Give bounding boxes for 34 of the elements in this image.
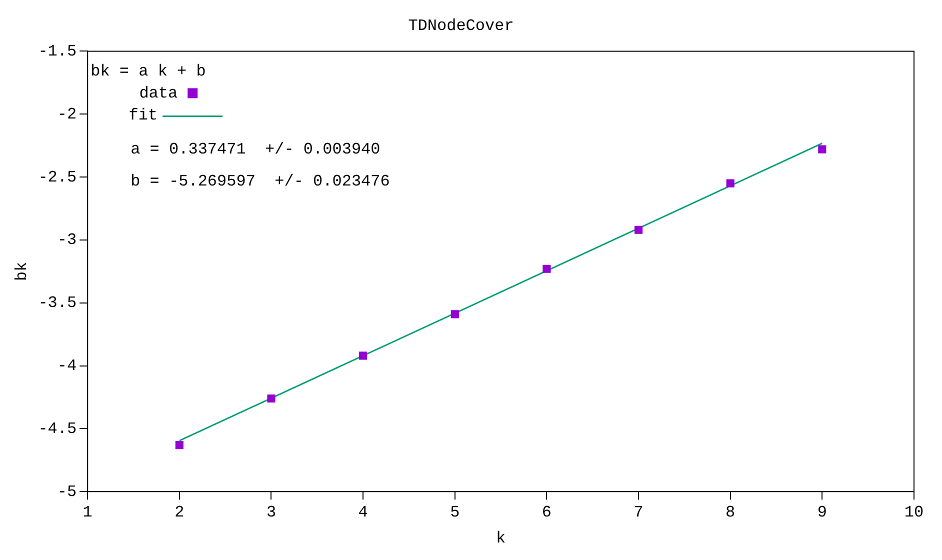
y-tick-label: -5 xyxy=(57,482,77,501)
x-tick-label: 10 xyxy=(904,503,924,522)
point xyxy=(450,310,459,318)
y-tick-label: -4.5 xyxy=(38,420,77,438)
point xyxy=(267,394,276,403)
y-tick-label: -3.5 xyxy=(38,294,77,312)
legend-label: fit xyxy=(128,106,158,124)
legend-label: data xyxy=(139,84,178,102)
point xyxy=(634,226,643,234)
x-tick-label: 6 xyxy=(542,503,552,522)
y-axis-title: bk xyxy=(12,262,31,281)
x-tick-label: 7 xyxy=(634,503,644,522)
x-tick-label: 3 xyxy=(266,503,276,522)
x-tick-label: 5 xyxy=(450,503,460,522)
y-tick-label: -4 xyxy=(57,357,77,376)
y-tick-label: -1.5 xyxy=(38,42,77,60)
chart-title: TDNodeCover xyxy=(408,16,514,35)
point xyxy=(818,145,826,154)
y-tick-label: -3 xyxy=(57,231,77,250)
annotation: b = -5.269597 +/- 0.023476 xyxy=(130,172,390,190)
x-axis-title: k xyxy=(496,530,506,548)
x-tick-label: 2 xyxy=(174,503,184,522)
x-tick-label: 9 xyxy=(817,503,827,522)
point xyxy=(175,441,184,450)
annotation: a = 0.337471 +/- 0.003940 xyxy=(130,140,380,158)
point xyxy=(359,352,368,360)
point xyxy=(542,264,551,273)
y-tick-label: -2 xyxy=(57,105,77,124)
x-tick-label: 8 xyxy=(726,503,736,522)
legend-title: bk = a k + b xyxy=(90,62,206,80)
x-tick-label: 1 xyxy=(82,503,92,522)
x-tick-label: 4 xyxy=(358,503,368,522)
y-tick-label: -2.5 xyxy=(38,168,77,186)
point xyxy=(726,179,734,188)
